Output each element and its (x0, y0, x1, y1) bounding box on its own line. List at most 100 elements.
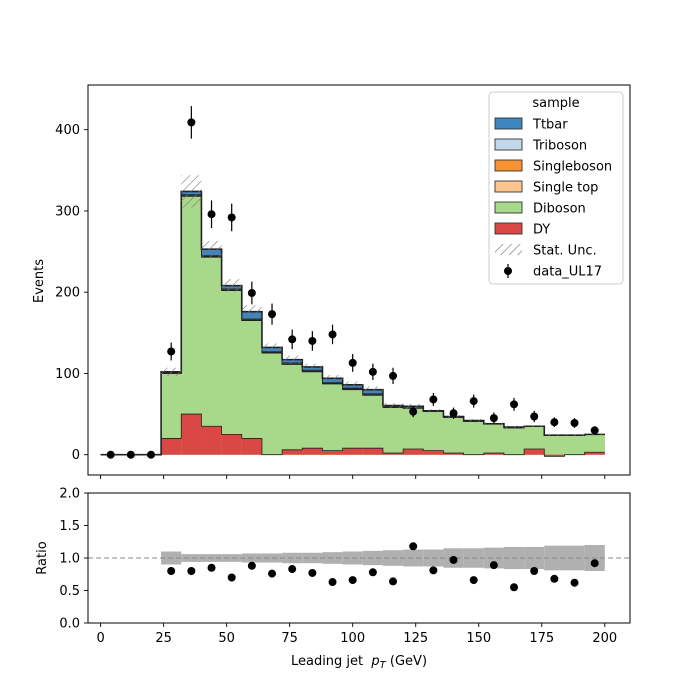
stat-unc-band (362, 386, 383, 393)
data-point (530, 412, 539, 421)
data-point (510, 400, 519, 409)
stat-unc-band (322, 375, 343, 382)
stat-unc-band (524, 425, 545, 428)
data-point (207, 210, 216, 219)
stat-unc-band (463, 418, 484, 423)
stat-unc-band (382, 403, 404, 408)
stack-bar-diboson (282, 364, 303, 455)
main-panel: 0 100 200 300 400 Events (32, 84, 631, 479)
legend: sample Ttbar Triboson Singleboson Single to… (488, 91, 624, 285)
stack-bar-dy (382, 453, 404, 455)
data-point (550, 418, 559, 427)
data-point (106, 450, 115, 459)
ratio-point (247, 561, 256, 570)
legend-swatch-dy (494, 222, 523, 235)
stack-bar-diboson (524, 426, 545, 455)
ratio-axes-frame (87, 492, 631, 624)
legend-data-marker (504, 267, 512, 275)
main-axes-frame (87, 84, 631, 476)
legend-label-data-ul17: data_UL17 (533, 265, 602, 280)
stack-bar-dy (282, 449, 303, 455)
data-point (429, 395, 438, 404)
stack-bar-diboson (302, 371, 323, 455)
data-point (147, 450, 156, 459)
stack-bar-dy (423, 450, 444, 455)
legend-label-ttbar: Ttbar (532, 118, 568, 133)
stack-bar-diboson (423, 411, 444, 455)
stack-bar-dy (362, 448, 383, 455)
x-tick-label: 0 (96, 631, 104, 646)
x-tick-label: 25 (155, 631, 172, 646)
ratio-unc-band (403, 549, 424, 567)
ratio-y-tick-label: 2.0 (59, 487, 80, 502)
data-point (489, 414, 498, 423)
ratio-point (348, 576, 357, 585)
stat-unc-band (302, 363, 323, 371)
ratio-y-tick-label: 0.5 (59, 584, 80, 599)
ratio-panel: 0.0 0.5 1.0 1.5 2.0 0 25 50 75 100 125 150 175 200 Ra… (35, 487, 631, 671)
main-y-axis-label: Events (32, 259, 47, 303)
stat-unc-band (282, 355, 303, 364)
legend-swatch-triboson (494, 138, 523, 151)
stack-bar-dy (483, 453, 504, 455)
stat-unc-band (503, 425, 525, 429)
stack-bar-diboson (261, 353, 283, 455)
x-tick-label: 50 (218, 631, 235, 646)
x-tick-label: 150 (466, 631, 491, 646)
data-point (449, 409, 458, 418)
ratio-point (227, 573, 236, 582)
ratio-point (288, 565, 297, 574)
main-plot-area (100, 106, 605, 459)
ratio-plot-area (88, 542, 630, 592)
stack-bar-dy (342, 448, 363, 455)
stack-bar-dy (403, 449, 424, 455)
stat-unc-band (544, 434, 565, 436)
stat-unc-band (241, 305, 262, 319)
stat-unc-band (201, 241, 222, 258)
data-point (288, 335, 297, 344)
stack-bar-diboson (181, 196, 202, 455)
x-tick-label: 125 (403, 631, 428, 646)
data-point (409, 407, 418, 416)
data-point (167, 347, 176, 356)
legend-label-dy: DY (533, 223, 550, 238)
ratio-point (207, 563, 216, 572)
stack-bar-dy (302, 448, 323, 455)
main-y-tick-label: 300 (55, 204, 80, 219)
ratio-y-tick-label: 1.0 (59, 552, 80, 567)
stack-bar-diboson (241, 320, 262, 455)
stack-bar-dy (221, 434, 242, 455)
ratio-point (570, 578, 579, 587)
ratio-point (268, 569, 277, 578)
ratio-point (550, 574, 559, 583)
legend-swatch-singleboson (494, 159, 523, 172)
stack-bar-diboson (201, 257, 222, 455)
ratio-unc-band (483, 547, 504, 569)
ratio-point (449, 555, 458, 564)
ratio-point (368, 568, 377, 577)
main-y-tick-label: 400 (55, 123, 80, 138)
x-tick-label: 75 (281, 631, 298, 646)
data-point (389, 371, 398, 380)
stack-bar-diboson (403, 408, 424, 455)
stack-bar-diboson (382, 407, 404, 455)
data-point (187, 118, 196, 127)
main-axes: 0 100 200 300 400 (55, 123, 606, 479)
ratio-point (389, 577, 398, 586)
data-point (308, 336, 317, 345)
ratio-y-axis-label: Ratio (35, 541, 50, 574)
data-point (348, 358, 357, 367)
ratio-point (328, 578, 337, 587)
stack-bar-dy (201, 426, 222, 455)
stack-bar-dy (544, 454, 565, 457)
stack-bar-diboson (503, 427, 525, 455)
stack-bar-dy (241, 438, 262, 455)
data-point (227, 213, 236, 222)
stat-unc-band (423, 409, 444, 413)
stack-bar-diboson (322, 384, 343, 455)
ratio-y-tick-label: 0.0 (59, 617, 80, 632)
legend-swatch-ttbar (494, 117, 523, 130)
ratio-unc-band (181, 554, 202, 562)
ratio-point (489, 561, 498, 570)
